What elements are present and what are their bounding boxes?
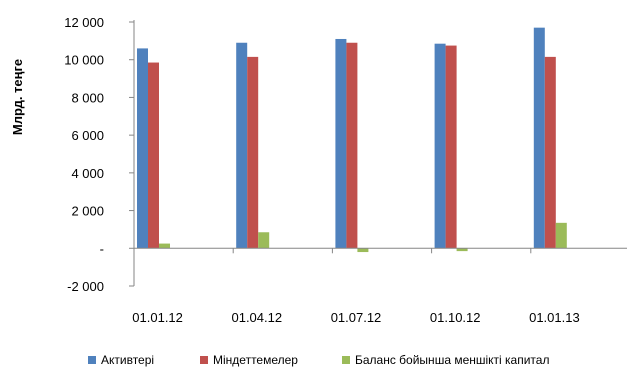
bar [346,42,358,249]
bar [247,56,259,249]
y-tick-label: 10 000 [64,53,104,68]
y-tick-label: - [100,241,104,256]
y-tick-label: 6 000 [71,128,104,143]
bar [137,48,148,249]
bar [258,232,270,249]
y-tick-label: 12 000 [64,15,104,30]
x-tick-labels: 01.01.12 01.04.12 01.07.12 01.10.12 01.01.13 [132,310,579,325]
x-tick-label: 01.07.12 [331,310,382,325]
legend-label: Баланс бойынша меншікті капитал [355,353,549,367]
bars [137,27,567,253]
x-tick-label: 01.04.12 [231,310,282,325]
legend-swatch [200,356,208,364]
bar [445,45,457,249]
bar [533,27,545,249]
y-axis-label: Млрд. теңге [10,59,25,135]
bar [434,43,446,249]
x-tick-label: 01.01.12 [132,310,183,325]
bar [544,56,556,249]
legend-swatch [88,356,96,364]
x-tick-label: 01.01.13 [529,310,580,325]
bar [335,38,347,249]
y-tick-label: 4 000 [71,166,104,181]
bar [357,248,369,253]
legend-label: Міндеттемелер [213,353,298,367]
bar [456,248,468,252]
legend: Активтері Міндеттемелер Баланс бойынша мен… [88,353,549,367]
bar [236,42,248,249]
axes [129,20,627,287]
legend-label: Активтері [101,353,154,367]
y-tick-label: 2 000 [71,204,104,219]
y-tick-label: 8 000 [71,90,104,105]
bar [159,243,170,249]
y-tick-label: -2 000 [67,279,104,294]
bar [555,222,567,249]
legend-swatch [342,356,350,364]
x-tick-label: 01.10.12 [430,310,481,325]
bar [148,62,159,249]
